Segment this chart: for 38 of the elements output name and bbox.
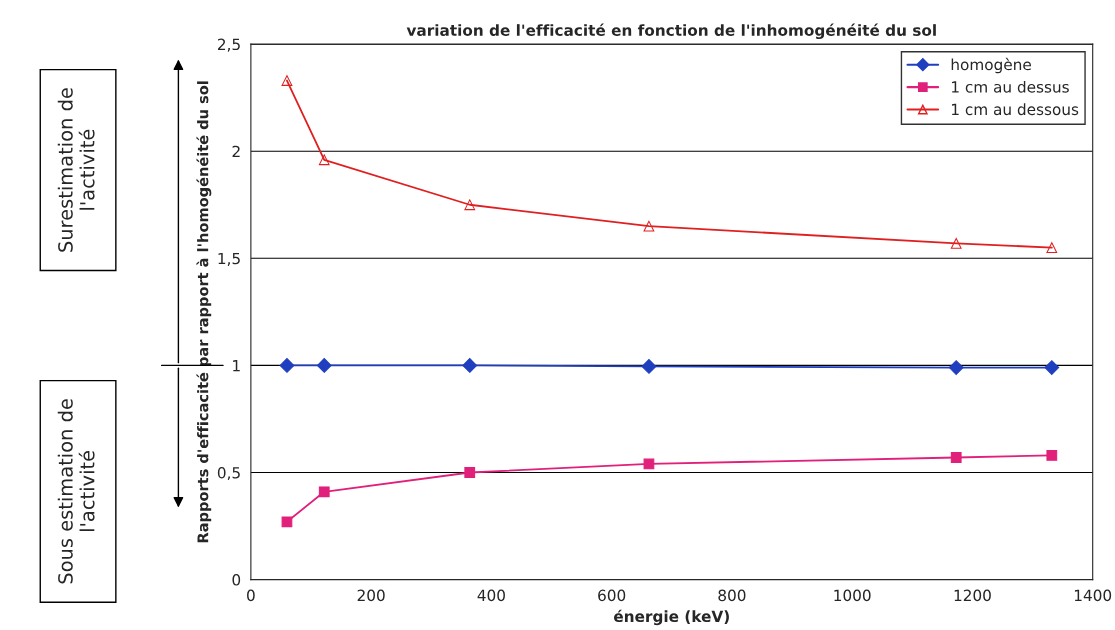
point bbox=[281, 75, 293, 86]
y-tick-label: 0,5 bbox=[217, 466, 240, 481]
point bbox=[464, 467, 476, 478]
x-tick-label: 800 bbox=[718, 589, 746, 602]
point bbox=[316, 358, 332, 373]
point bbox=[1044, 360, 1060, 375]
legend-label: homogène bbox=[951, 57, 1031, 74]
point bbox=[643, 220, 655, 232]
point bbox=[1046, 449, 1058, 461]
x-axis-title: énergie (keV) bbox=[613, 609, 729, 626]
text: Sous estimation de l'activité bbox=[57, 399, 95, 584]
point bbox=[281, 516, 293, 528]
point bbox=[950, 452, 962, 463]
y-tick-label: 1,5 bbox=[218, 252, 240, 266]
x-tick-label: 200 bbox=[357, 589, 385, 602]
point bbox=[464, 199, 476, 211]
y-tick-label: 2,5 bbox=[217, 38, 240, 52]
chart-title: variation de l'efficacité en fonction de l'inhomogénéité du sol bbox=[406, 23, 936, 40]
y-tick-label: 0 bbox=[232, 574, 241, 586]
point bbox=[948, 360, 964, 375]
point bbox=[279, 358, 295, 373]
x-tick-label: 1400 bbox=[1074, 589, 1112, 602]
legend-label: 1 cm au dessus bbox=[952, 80, 1069, 93]
legend-label: 1 cm au dessous bbox=[952, 103, 1079, 116]
point bbox=[462, 358, 478, 373]
point bbox=[1046, 242, 1058, 253]
x-tick-label: 1200 bbox=[954, 589, 991, 602]
x-tick-label: 0 bbox=[247, 589, 255, 602]
x-tick-label: 1000 bbox=[834, 589, 871, 602]
point bbox=[950, 237, 962, 249]
y-tick-label: 1 bbox=[233, 360, 240, 372]
x-tick-label: 400 bbox=[477, 589, 505, 602]
point bbox=[641, 359, 657, 374]
point bbox=[318, 486, 330, 498]
text: Surestimation de l'activité bbox=[57, 88, 95, 252]
point bbox=[318, 154, 330, 166]
y-tick-label: 2 bbox=[232, 145, 240, 157]
x-tick-label: 600 bbox=[598, 589, 626, 602]
